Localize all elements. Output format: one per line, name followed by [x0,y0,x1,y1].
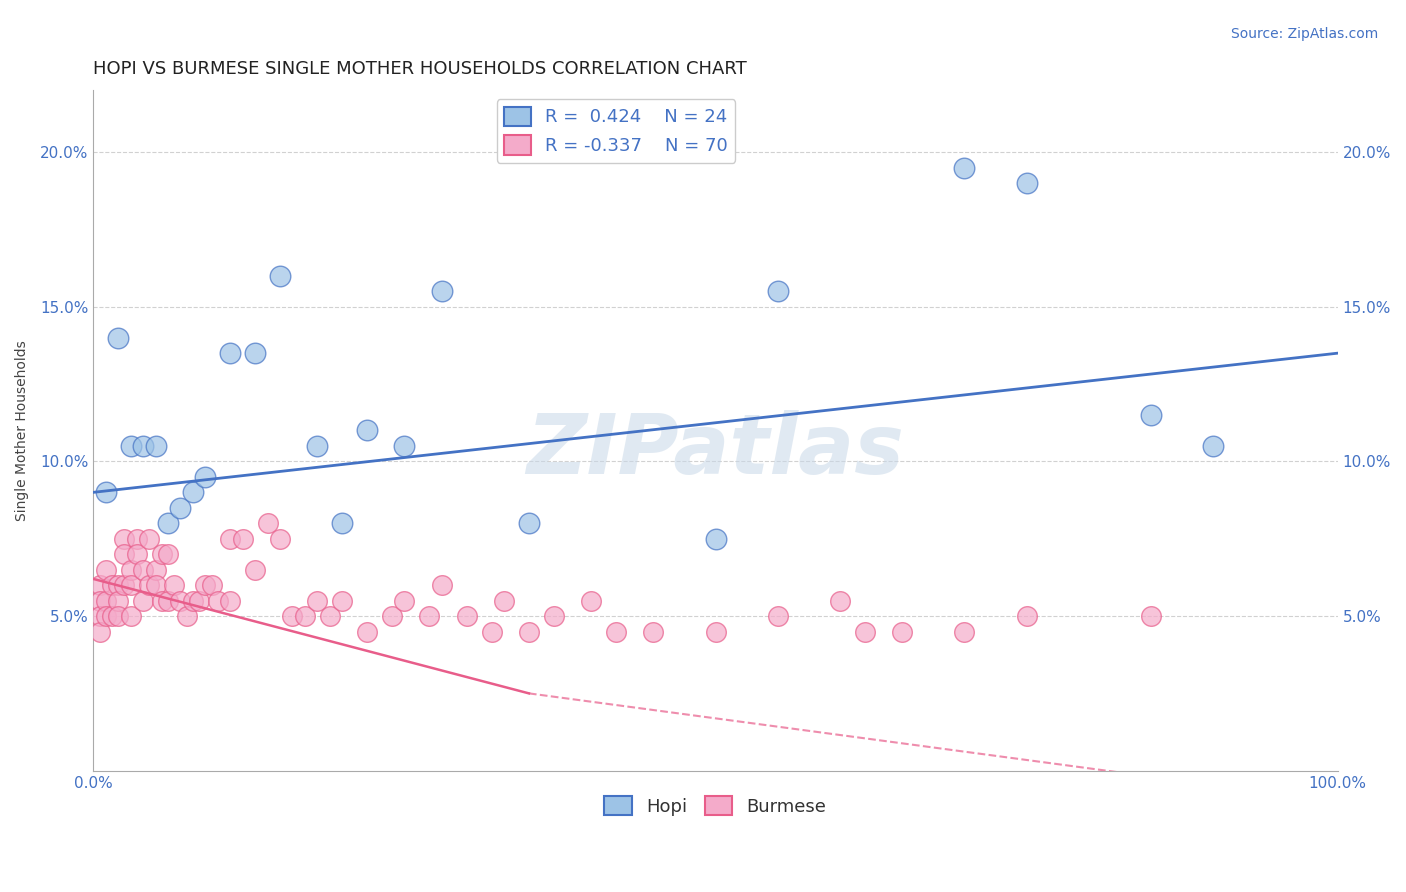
Point [145,578,167,592]
Point [176,609,198,624]
Point [307,593,329,607]
Point [219,532,242,546]
Point [138,532,160,546]
Point [579,593,602,607]
Point [766,609,789,624]
Point [828,593,851,607]
Point [456,609,478,624]
Point [181,593,204,607]
Point [120,563,142,577]
Point [243,346,266,360]
Point [1015,176,1038,190]
Point [269,268,291,283]
Point [194,470,217,484]
Point [243,563,266,577]
Point [704,624,727,639]
Point [125,532,148,546]
Point [120,578,142,592]
Point [704,532,727,546]
Point [953,624,976,639]
Point [492,593,515,607]
Point [169,593,191,607]
Point [356,424,378,438]
Point [381,609,404,624]
Point [163,578,186,592]
Point [430,285,453,299]
Point [1202,439,1225,453]
Point [481,624,503,639]
Point [156,516,179,531]
Point [1140,609,1163,624]
Point [200,578,222,592]
Point [356,624,378,639]
Point [145,563,167,577]
Point [114,532,136,546]
Text: Source: ZipAtlas.com: Source: ZipAtlas.com [1230,27,1378,41]
Point [1140,408,1163,422]
Point [418,609,440,624]
Point [207,593,229,607]
Point [145,439,167,453]
Point [89,593,111,607]
Point [307,439,329,453]
Point [132,593,155,607]
Point [517,624,540,639]
Point [256,516,278,531]
Y-axis label: Single Mother Households: Single Mother Households [15,340,30,521]
Point [94,593,117,607]
Text: HOPI VS BURMESE SINGLE MOTHER HOUSEHOLDS CORRELATION CHART: HOPI VS BURMESE SINGLE MOTHER HOUSEHOLDS… [93,60,747,78]
Point [281,609,304,624]
Point [114,578,136,592]
Point [232,532,254,546]
Text: ZIPatlas: ZIPatlas [527,410,904,491]
Point [605,624,627,639]
Point [181,485,204,500]
Point [150,547,173,561]
Legend: Hopi, Burmese: Hopi, Burmese [598,789,834,823]
Point [120,439,142,453]
Point [94,609,117,624]
Point [107,609,129,624]
Point [94,563,117,577]
Point [89,609,111,624]
Point [89,578,111,592]
Point [114,547,136,561]
Point [150,593,173,607]
Point [891,624,914,639]
Point [319,609,342,624]
Point [107,331,129,345]
Point [543,609,565,624]
Point [101,578,124,592]
Point [156,547,179,561]
Point [138,578,160,592]
Point [101,609,124,624]
Point [107,578,129,592]
Point [330,516,353,531]
Point [643,624,665,639]
Point [120,609,142,624]
Point [194,578,217,592]
Point [430,578,453,592]
Point [766,285,789,299]
Point [394,593,416,607]
Point [269,532,291,546]
Point [132,439,155,453]
Point [294,609,316,624]
Point [853,624,876,639]
Point [219,346,242,360]
Point [107,593,129,607]
Point [125,547,148,561]
Point [517,516,540,531]
Point [94,485,117,500]
Point [219,593,242,607]
Point [169,500,191,515]
Point [132,563,155,577]
Point [1015,609,1038,624]
Point [188,593,211,607]
Point [394,439,416,453]
Point [89,624,111,639]
Point [953,161,976,175]
Point [330,593,353,607]
Point [156,593,179,607]
